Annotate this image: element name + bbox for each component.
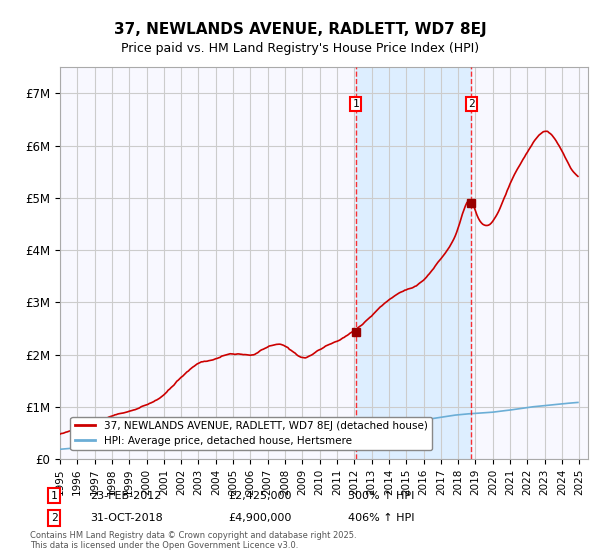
Text: 2: 2 [468,99,475,109]
Text: £4,900,000: £4,900,000 [228,513,292,523]
Text: Price paid vs. HM Land Registry's House Price Index (HPI): Price paid vs. HM Land Registry's House … [121,42,479,55]
Text: 406% ↑ HPI: 406% ↑ HPI [348,513,415,523]
Legend: 37, NEWLANDS AVENUE, RADLETT, WD7 8EJ (detached house), HPI: Average price, deta: 37, NEWLANDS AVENUE, RADLETT, WD7 8EJ (d… [70,417,432,450]
Text: £2,425,000: £2,425,000 [228,491,292,501]
Text: 31-OCT-2018: 31-OCT-2018 [90,513,163,523]
Text: 1: 1 [352,99,359,109]
Text: 1: 1 [50,491,58,501]
Text: 37, NEWLANDS AVENUE, RADLETT, WD7 8EJ: 37, NEWLANDS AVENUE, RADLETT, WD7 8EJ [113,22,487,38]
Text: Contains HM Land Registry data © Crown copyright and database right 2025.
This d: Contains HM Land Registry data © Crown c… [30,530,356,550]
Text: 23-FEB-2012: 23-FEB-2012 [90,491,161,501]
Text: 2: 2 [50,513,58,523]
Bar [356,67,471,459]
Text: 300% ↑ HPI: 300% ↑ HPI [348,491,415,501]
